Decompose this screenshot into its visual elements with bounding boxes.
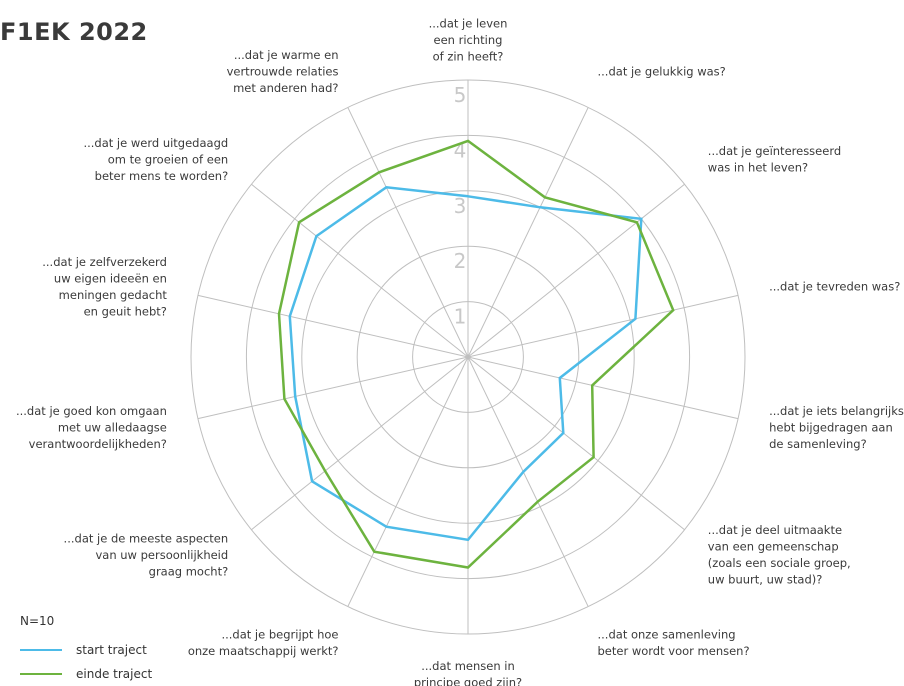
axis-label: ...dat je deel uitmaakte van een gemeensc…	[708, 523, 851, 587]
legend-swatch-end	[20, 673, 62, 675]
axis-label: ...dat je de meeste aspecten van uw perso…	[64, 531, 229, 578]
grid-spoke	[467, 294, 739, 358]
grid-spoke	[467, 183, 685, 358]
chart-title: F1EK 2022	[0, 18, 148, 46]
radar-series	[277, 139, 675, 569]
legend-label-end: einde traject	[76, 667, 153, 681]
legend-label-start: start traject	[76, 643, 147, 657]
scale-tick-label: 1	[454, 305, 467, 329]
grid-spoke	[251, 183, 469, 358]
axis-label: ...dat onze samenleving beter wordt voor …	[598, 628, 750, 659]
legend-item-start: start traject	[20, 641, 147, 659]
scale-tick-label: 5	[454, 83, 467, 107]
axis-label: ...dat je begrijpt hoe onze maatschappij …	[188, 628, 339, 659]
axis-label: ...dat je warme en vertrouwde relaties met…	[227, 48, 339, 95]
grid-spoke	[467, 356, 739, 420]
axis-label: ...dat mensen in principe goed zijn?	[414, 659, 522, 686]
axis-label: ...dat je iets belangrijks hebt bijgedrag…	[769, 404, 904, 451]
grid-spoke	[347, 107, 469, 358]
grid-spoke	[197, 356, 469, 420]
axis-label: ...dat je goed kon omgaan met uw alledaag…	[16, 404, 167, 451]
axis-label: ...dat je zelfverzekerd uw eigen ideeën e…	[42, 255, 167, 319]
grid-spoke	[467, 107, 589, 358]
series-line-start	[288, 186, 643, 542]
scale-tick-label: 3	[454, 194, 467, 218]
axis-label: ...dat je leven een richting of zin heeft?	[429, 17, 508, 64]
grid-spoke	[197, 294, 469, 358]
radar-axis-labels: ...dat je leven een richting of zin heeft?…	[16, 17, 904, 686]
grid-spoke	[251, 356, 469, 531]
axis-label: ...dat je werd uitgedaagd om te groeien o…	[83, 136, 228, 183]
series-line-end	[277, 139, 675, 569]
grid-spoke	[467, 356, 685, 531]
grid-spoke	[467, 356, 589, 607]
legend-swatch-start	[20, 649, 62, 651]
sample-size-label: N=10	[20, 614, 55, 628]
legend-item-end: einde traject	[20, 665, 152, 683]
axis-label: ...dat je geïnteresseerd was in het leven…	[708, 144, 841, 175]
scale-tick-label: 2	[454, 249, 467, 273]
axis-label: ...dat je gelukkig was?	[598, 65, 726, 79]
axis-label: ...dat je tevreden was?	[769, 280, 900, 294]
grid-spoke	[347, 356, 469, 607]
